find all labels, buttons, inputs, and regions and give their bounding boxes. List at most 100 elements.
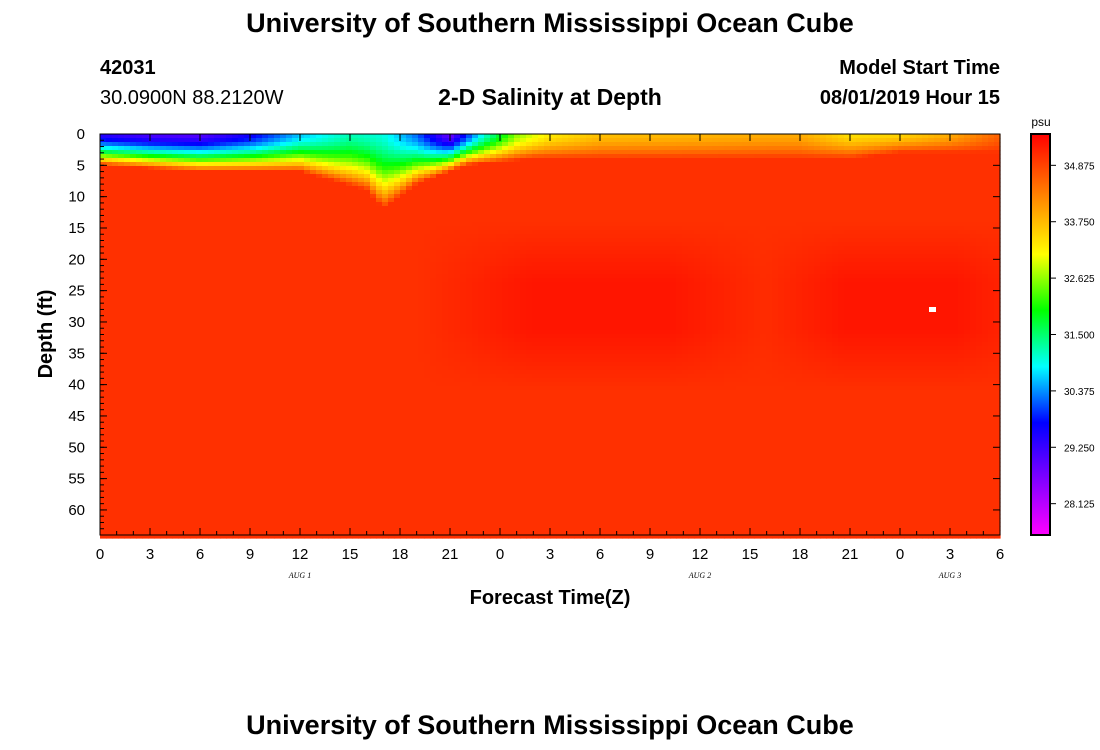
heatmap-cell: [316, 286, 323, 291]
heatmap-cell: [106, 514, 113, 519]
heatmap-cell: [376, 310, 383, 315]
heatmap-cell: [310, 226, 317, 231]
heatmap-cell: [364, 274, 371, 279]
heatmap-cell: [370, 314, 377, 319]
heatmap-cell: [364, 326, 371, 331]
heatmap-cell: [106, 162, 113, 167]
heatmap-cell: [268, 394, 275, 399]
heatmap-cell: [244, 190, 251, 195]
heatmap-cell: [208, 142, 215, 147]
heatmap-cell: [130, 374, 137, 379]
heatmap-cell: [256, 462, 263, 467]
heatmap-cell: [382, 274, 389, 279]
heatmap-cell: [394, 262, 401, 267]
heatmap-cell: [136, 298, 143, 303]
heatmap-cell: [166, 442, 173, 447]
heatmap-cell: [268, 234, 275, 239]
heatmap-cell: [166, 294, 173, 299]
heatmap-cell: [172, 302, 179, 307]
heatmap-cell: [124, 474, 131, 479]
heatmap-cell: [154, 394, 161, 399]
heatmap-cell: [184, 522, 191, 527]
heatmap-cell: [286, 138, 293, 143]
heatmap-cell: [208, 138, 215, 143]
heatmap-cell: [304, 378, 311, 383]
heatmap-cell: [226, 494, 233, 499]
heatmap-cell: [364, 194, 371, 199]
heatmap-cell: [256, 486, 263, 491]
heatmap-cell: [262, 330, 269, 335]
heatmap-cell: [100, 374, 107, 379]
heatmap-cell: [154, 418, 161, 423]
heatmap-cell: [100, 478, 107, 483]
heatmap-cell: [136, 174, 143, 179]
heatmap-cell: [238, 398, 245, 403]
heatmap-cell: [112, 442, 119, 447]
heatmap-cell: [334, 246, 341, 251]
heatmap-cell: [328, 390, 335, 395]
heatmap-cell: [202, 182, 209, 187]
heatmap-cell: [214, 414, 221, 419]
heatmap-cell: [352, 346, 359, 351]
heatmap-cell: [256, 186, 263, 191]
heatmap-cell: [142, 522, 149, 527]
heatmap-cell: [388, 290, 395, 295]
heatmap-cell: [304, 490, 311, 495]
heatmap-cell: [352, 158, 359, 163]
heatmap-cell: [250, 422, 257, 427]
heatmap-cell: [388, 198, 395, 203]
heatmap-cell: [196, 174, 203, 179]
heatmap-cell: [142, 178, 149, 183]
heatmap-cell: [304, 150, 311, 155]
heatmap-cell: [190, 346, 197, 351]
heatmap-cell: [172, 198, 179, 203]
heatmap-cell: [166, 222, 173, 227]
heatmap-cell: [328, 426, 335, 431]
heatmap-cell: [160, 438, 167, 443]
heatmap-cell: [352, 242, 359, 247]
heatmap-cell: [352, 374, 359, 379]
heatmap-cell: [280, 294, 287, 299]
heatmap-cell: [184, 174, 191, 179]
heatmap-cell: [316, 226, 323, 231]
heatmap-cell: [370, 282, 377, 287]
heatmap-cell: [334, 290, 341, 295]
heatmap-cell: [268, 530, 275, 535]
heatmap-cell: [382, 502, 389, 507]
heatmap-cell: [244, 506, 251, 511]
heatmap-cell: [256, 434, 263, 439]
heatmap-cell: [148, 362, 155, 367]
heatmap-cell: [304, 222, 311, 227]
heatmap-cell: [304, 410, 311, 415]
heatmap-cell: [202, 374, 209, 379]
heatmap-cell: [142, 450, 149, 455]
heatmap-cell: [238, 318, 245, 323]
heatmap-cell: [394, 158, 401, 163]
heatmap-cell: [262, 178, 269, 183]
heatmap-cell: [328, 470, 335, 475]
heatmap-cell: [148, 154, 155, 159]
heatmap-cell: [136, 482, 143, 487]
heatmap-cell: [172, 366, 179, 371]
heatmap-cell: [172, 402, 179, 407]
heatmap-cell: [124, 398, 131, 403]
heatmap-cell: [232, 258, 239, 263]
heatmap-cell: [226, 470, 233, 475]
heatmap-cell: [292, 350, 299, 355]
heatmap-cell: [130, 306, 137, 311]
heatmap-cell: [376, 254, 383, 259]
heatmap-cell: [160, 182, 167, 187]
heatmap-cell: [142, 506, 149, 511]
heatmap-cell: [376, 366, 383, 371]
heatmap-cell: [340, 462, 347, 467]
heatmap-cell: [268, 286, 275, 291]
heatmap-cell: [364, 298, 371, 303]
heatmap-cell: [172, 182, 179, 187]
heatmap-cell: [148, 258, 155, 263]
heatmap-cell: [196, 534, 203, 539]
heatmap-cell: [274, 402, 281, 407]
heatmap-cell: [352, 458, 359, 463]
heatmap-cell: [364, 382, 371, 387]
heatmap-cell: [364, 406, 371, 411]
heatmap-cell: [124, 462, 131, 467]
